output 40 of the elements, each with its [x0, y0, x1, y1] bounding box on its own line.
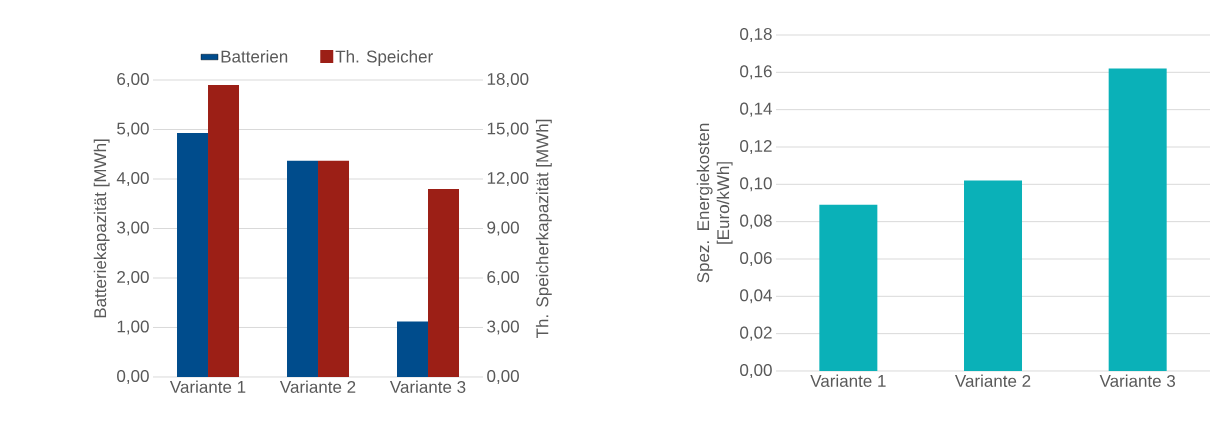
y-tick-label: 0,08 [740, 214, 772, 229]
y2-tick-label: 0,00 [487, 369, 519, 384]
y-tick-label: 5,00 [117, 122, 149, 137]
y-tick-label: 0,06 [740, 251, 772, 266]
y-tick-label: 2,00 [117, 270, 149, 286]
y2-tick-label: 15,00 [487, 122, 529, 137]
bar [428, 188, 460, 377]
x-tick-label: Variante 3 [1099, 374, 1176, 387]
y2-tick-label: 9,00 [487, 221, 519, 236]
y-tick-label: 0,16 [740, 65, 772, 80]
bar [397, 321, 429, 377]
bar [819, 204, 878, 371]
y-tick-label: 0,14 [740, 102, 772, 117]
y2-tick-label: 12,00 [487, 171, 529, 187]
y2-tick-label: 3,00 [487, 320, 519, 335]
x-tick-label: Variante 1 [810, 374, 886, 387]
legend-label: Batterien [221, 50, 288, 63]
y-tick-label: 0,18 [740, 27, 772, 43]
bar [1108, 68, 1167, 371]
y-tick-label: 0,12 [740, 139, 772, 154]
y-tick-label: 0,04 [740, 289, 772, 304]
y-axis-title: Batteriekapazität [MWh] [93, 139, 110, 318]
y-tick-label: 0,10 [740, 177, 772, 192]
y2-tick-label: 6,00 [487, 270, 519, 285]
y-tick-label: 0,00 [740, 363, 772, 378]
y-tick-label: 4,00 [116, 171, 149, 187]
legend-label: Th. Speicher [335, 50, 433, 66]
y-tick-label: 3,00 [117, 221, 149, 236]
y2-tick-label: 18,00 [487, 72, 529, 88]
y-tick-label: 0,00 [117, 369, 149, 384]
x-tick-label: Variante 3 [389, 380, 466, 393]
x-tick-label: Variante 2 [954, 374, 1031, 387]
y-tick-label: 0,02 [740, 326, 772, 341]
x-tick-label: Variante 1 [169, 380, 246, 393]
y-axis-title: Spez. Energiekosten [Euro/kWh] [696, 123, 733, 283]
y2-axis-title: Th. Speicherkapazität [MWh] [535, 119, 552, 339]
y-tick-label: 1,00 [117, 320, 149, 335]
y-tick-label: 6,00 [117, 72, 149, 88]
x-tick-label: Variante 2 [279, 380, 356, 393]
bar [964, 180, 1023, 371]
